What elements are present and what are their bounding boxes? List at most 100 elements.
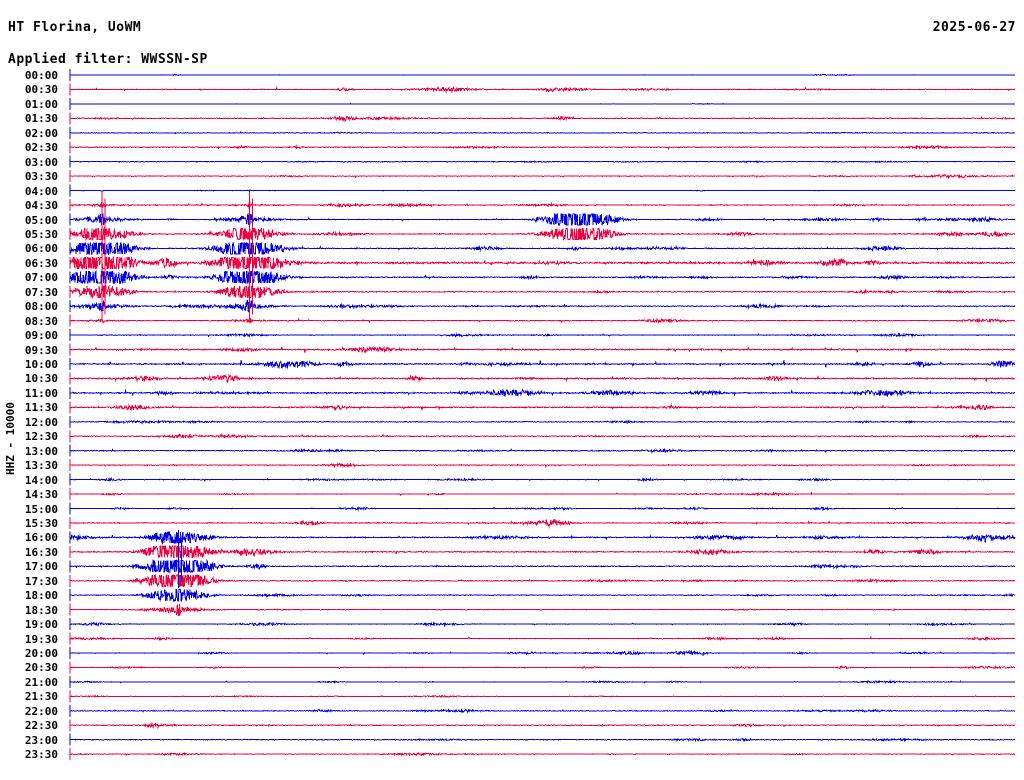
time-axis-label: 19:00 [24,618,58,632]
seismogram-plot [60,68,1020,768]
time-axis-label: 13:30 [24,459,58,473]
time-axis-label: 03:30 [24,170,58,184]
time-axis-label: 07:00 [24,271,58,285]
trace-segment [69,589,1016,602]
trace-segment [69,751,1016,757]
time-axis-label: 17:00 [24,560,58,574]
trace-segment [69,447,1016,454]
trace-segment [69,331,1016,338]
time-axis-label: 23:30 [24,748,58,762]
trace-segment [69,419,1015,425]
time-axis-label: 11:30 [24,401,58,415]
trace-segment [69,373,1016,385]
trace-segment [69,226,1016,242]
trace-segment [69,212,1016,226]
trace-segment [70,102,1015,105]
time-axis-label: 00:30 [24,83,58,97]
time-axis-label: 15:00 [24,502,58,516]
trace-segment [69,679,1016,685]
trace-segment [69,491,1016,497]
time-axis-label: 14:00 [24,473,58,487]
time-axis-label: 08:30 [24,314,58,328]
trace-segment [69,476,1015,483]
time-axis: 00:00 00:30 01:00 01:30 02:00 02:30 03:00 03:30… [0,68,58,768]
trace-segment [69,574,1016,588]
time-axis-label: 15:30 [24,516,58,530]
time-axis-label: 01:30 [24,112,58,126]
trace-segment [69,256,1016,271]
trace-segment [69,462,1015,469]
time-axis-label: 12:00 [24,415,58,429]
time-axis-label: 05:00 [24,213,58,227]
trace-segment [70,189,1015,192]
time-axis-label: 13:00 [24,444,58,458]
time-axis-label: 07:30 [24,285,58,299]
trace-segment [69,241,1016,256]
time-axis-label: 08:00 [24,300,58,314]
time-axis-label: 02:00 [24,126,58,140]
trace-segment [70,506,1016,512]
time-axis-label: 16:30 [24,545,58,559]
trace-segment [69,635,1016,642]
trace-segment [69,201,1016,210]
time-axis-label: 18:00 [24,589,58,603]
trace-segment [69,621,1015,628]
time-axis-label: 01:00 [24,97,58,111]
time-axis-label: 16:00 [24,531,58,545]
time-axis-label: 19:30 [24,632,58,646]
trace-segment [69,531,1016,545]
time-axis-label: 23:00 [24,733,58,747]
time-axis-label: 03:00 [24,155,58,169]
time-axis-label: 14:30 [24,488,58,502]
trace-segment [69,345,1016,354]
trace-segment [69,707,1016,714]
trace-segment [69,144,1016,151]
time-axis-label: 21:00 [24,675,58,689]
time-axis-label: 09:30 [24,343,58,357]
seismogram-traces [69,69,1016,761]
time-axis-label: 10:00 [24,358,58,371]
trace-segment [70,73,1016,77]
time-axis-label: 04:00 [24,184,58,198]
trace-segment [69,160,1015,164]
page-title: HT Florina, UoWM [8,20,142,35]
time-axis-label: 06:30 [24,256,58,270]
trace-segment [69,433,1016,439]
time-axis-label: 05:30 [24,227,58,241]
trace-segment [69,388,1016,397]
trace-segment [69,559,1016,574]
trace-segment [69,721,1016,730]
date-label: 2025-06-27 [932,20,1016,35]
time-axis-label: 21:30 [24,690,58,704]
time-axis-label: 11:00 [24,386,58,400]
time-axis-label: 09:00 [24,329,58,343]
trace-segment [70,518,1015,529]
trace-segment [70,85,1016,94]
time-axis-label: 04:30 [24,199,58,213]
trace-segment [69,737,1016,743]
trace-segment [69,360,1016,369]
time-axis-label: 18:30 [24,603,58,617]
time-axis-label: 10:30 [24,372,58,386]
time-axis-label: 20:00 [24,647,58,660]
time-axis-label: 12:30 [24,430,58,444]
time-axis-label: 20:30 [24,661,58,675]
time-axis-label: 02:30 [24,141,58,155]
trace-segment [69,131,1016,135]
trace-segment [69,694,1016,698]
trace-segment [69,173,1016,180]
time-axis-label: 22:00 [24,704,58,718]
trace-segment [69,649,1015,656]
trace-segment [69,284,1016,299]
time-axis-label: 00:00 [24,69,58,82]
trace-segment [70,664,1015,670]
time-axis-label: 17:30 [24,574,58,588]
trace-segment [69,299,1016,314]
time-axis-label: 22:30 [24,719,58,733]
trace-segment [69,402,1015,412]
trace-segment [70,316,1016,324]
trace-segment [69,115,1016,123]
trace-segment [69,270,1016,285]
applied-filter-label: Applied filter: WWSSN-SP [8,52,208,67]
